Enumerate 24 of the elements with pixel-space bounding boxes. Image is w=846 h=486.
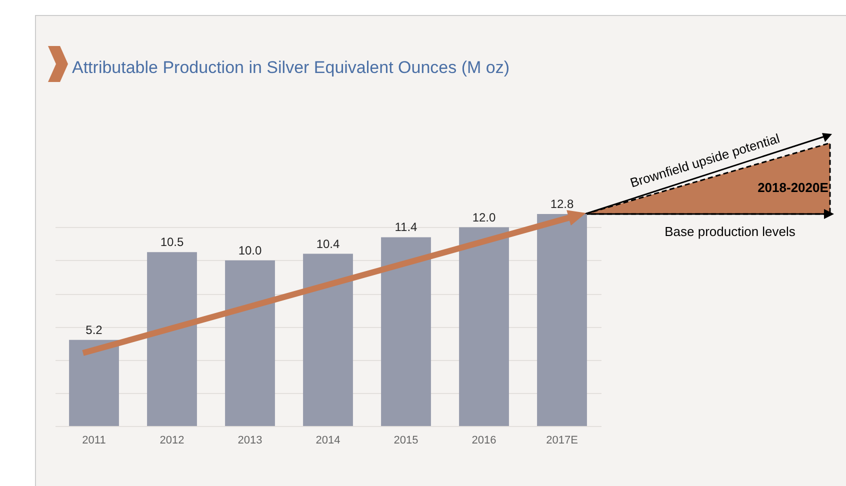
bar [303,254,353,426]
x-tick-label: 2011 [82,434,106,446]
bar [459,227,509,426]
data-label: 10.0 [238,243,262,258]
text: 2018-2020E [758,180,829,195]
bar [147,252,197,426]
x-tick-label: 2016 [472,434,496,446]
data-label: 5.2 [86,322,103,337]
x-tick-label: 2014 [316,434,340,446]
data-label: 10.5 [160,235,184,250]
x-tick-label: 2012 [160,434,184,446]
chart-title: Attributable Production in Silver Equivalent Ounces (M oz) [72,58,510,77]
data-label: 11.4 [394,220,418,234]
bar [537,214,587,426]
text: Base production levels [664,224,796,239]
data-label: 10.4 [316,236,340,251]
x-tick-label: 2015 [394,434,418,446]
bar [225,260,275,426]
x-tick-label: 2013 [238,434,262,446]
bar [381,237,431,426]
x-tick-label: 2017E [546,434,578,446]
data-label: 12.8 [550,197,574,211]
data-label: 12.0 [472,210,496,224]
bar [69,340,119,426]
